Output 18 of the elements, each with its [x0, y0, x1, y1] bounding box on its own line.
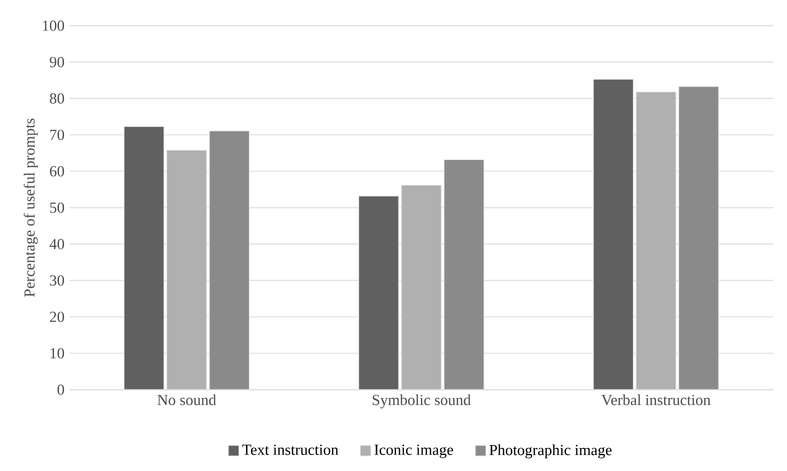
y-tick-label: 30 — [50, 275, 64, 286]
legend-label: Iconic image — [374, 444, 454, 458]
y-tick-label: 10 — [50, 348, 64, 358]
legend-label: Text instruction — [242, 444, 338, 455]
y-tick-label: 20 — [50, 312, 64, 322]
y-tick-label: 70 — [50, 130, 64, 140]
y-tick-label: 90 — [50, 56, 64, 68]
y-tick-label: 40 — [50, 238, 64, 250]
y-tick-label: 50 — [50, 202, 64, 213]
y-tick-label: 0 — [58, 384, 64, 395]
x-tick-label: No sound — [158, 394, 216, 406]
y-tick-label: 60 — [50, 166, 64, 176]
x-tick-label: Symbolic sound — [372, 394, 471, 408]
x-tick-label: Verbal instruction — [601, 394, 710, 406]
y-tick-label: 100 — [42, 20, 64, 31]
y-axis-title: Percentage of useful prompts — [24, 118, 38, 297]
legend-label: Photographic image — [489, 444, 612, 458]
y-tick-label: 80 — [50, 93, 64, 104]
